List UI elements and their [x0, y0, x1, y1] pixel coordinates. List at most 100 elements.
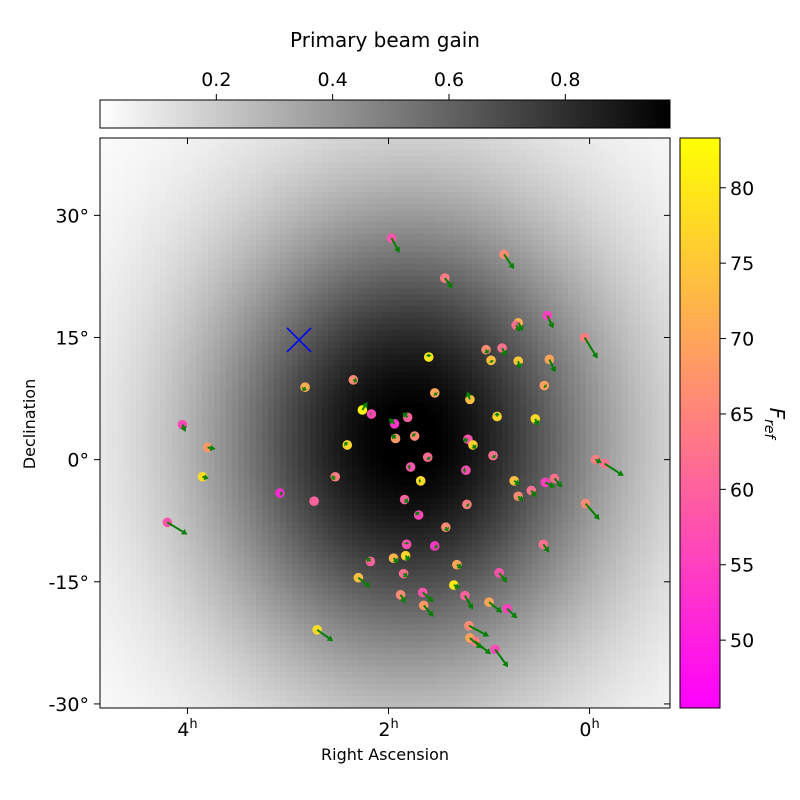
beam-cell [142, 258, 149, 265]
beam-cell [106, 228, 113, 235]
beam-cell [532, 390, 539, 397]
beam-cell [436, 432, 443, 439]
beam-cell [178, 402, 185, 409]
beam-cell [508, 186, 515, 193]
beam-cell [316, 150, 323, 157]
beam-cell [652, 228, 659, 235]
beam-cell [220, 420, 227, 427]
beam-cell [196, 216, 203, 223]
beam-cell [508, 384, 515, 391]
beam-cell [376, 294, 383, 301]
beam-cell [634, 210, 641, 217]
beam-cell [634, 270, 641, 277]
beam-cell [640, 408, 647, 415]
beam-cell [418, 180, 425, 187]
beam-cell [370, 342, 377, 349]
beam-cell [112, 216, 119, 223]
beam-cell [112, 384, 119, 391]
beam-cell [460, 312, 467, 319]
beam-cell [274, 258, 281, 265]
beam-cell [220, 204, 227, 211]
beam-cell [148, 222, 155, 229]
beam-cell [376, 372, 383, 379]
beam-cell [418, 372, 425, 379]
beam-cell [148, 288, 155, 295]
beam-cell [190, 450, 197, 457]
beam-cell [652, 354, 659, 361]
beam-cell [184, 288, 191, 295]
beam-cell [280, 324, 287, 331]
beam-cell [436, 288, 443, 295]
beam-cell [364, 270, 371, 277]
beam-cell [178, 348, 185, 355]
beam-cell [520, 138, 527, 145]
beam-cell [154, 246, 161, 253]
beam-cell [478, 270, 485, 277]
beam-cell [436, 342, 443, 349]
beam-cell [514, 246, 521, 253]
beam-cell [232, 384, 239, 391]
beam-cell [508, 282, 515, 289]
beam-cell [646, 228, 653, 235]
beam-cell [202, 192, 209, 199]
beam-cell [652, 306, 659, 313]
beam-cell [256, 408, 263, 415]
beam-cell [556, 234, 563, 241]
beam-cell [334, 144, 341, 151]
beam-cell [610, 336, 617, 343]
beam-cell [388, 156, 395, 163]
beam-cell [388, 378, 395, 385]
beam-cell [538, 396, 545, 403]
beam-cell [334, 450, 341, 457]
beam-cell [430, 372, 437, 379]
beam-cell [148, 246, 155, 253]
beam-cell [562, 312, 569, 319]
beam-cell [616, 348, 623, 355]
beam-cell [166, 270, 173, 277]
beam-cell [406, 270, 413, 277]
beam-cell [352, 192, 359, 199]
beam-cell [136, 222, 143, 229]
beam-cell [118, 306, 125, 313]
beam-cell [220, 342, 227, 349]
beam-cell [310, 384, 317, 391]
beam-cell [220, 198, 227, 205]
beam-cell [412, 354, 419, 361]
beam-cell [454, 396, 461, 403]
beam-cell [466, 168, 473, 175]
beam-cell [418, 198, 425, 205]
beam-cell [430, 384, 437, 391]
beam-cell [568, 162, 575, 169]
beam-cell [280, 204, 287, 211]
beam-cell [640, 252, 647, 259]
beam-cell [436, 198, 443, 205]
beam-cell [424, 444, 431, 451]
beam-cell [244, 144, 251, 151]
beam-cell [172, 432, 179, 439]
beam-cell [394, 270, 401, 277]
beam-cell [580, 396, 587, 403]
beam-cell [394, 156, 401, 163]
beam-cell [430, 180, 437, 187]
beam-cell [520, 360, 527, 367]
beam-cell [490, 174, 497, 181]
beam-cell [502, 306, 509, 313]
beam-cell [508, 228, 515, 235]
beam-cell [520, 420, 527, 427]
beam-cell [358, 300, 365, 307]
beam-cell [592, 396, 599, 403]
beam-cell [148, 402, 155, 409]
beam-cell [148, 240, 155, 247]
beam-cell [634, 138, 641, 145]
beam-cell [376, 390, 383, 397]
beam-cell [514, 348, 521, 355]
beam-cell [142, 264, 149, 271]
beam-cell [478, 300, 485, 307]
beam-cell [598, 294, 605, 301]
beam-cell [328, 396, 335, 403]
beam-cell [160, 252, 167, 259]
beam-cell [616, 198, 623, 205]
beam-cell [658, 444, 665, 451]
beam-cell [142, 156, 149, 163]
beam-cell [520, 180, 527, 187]
